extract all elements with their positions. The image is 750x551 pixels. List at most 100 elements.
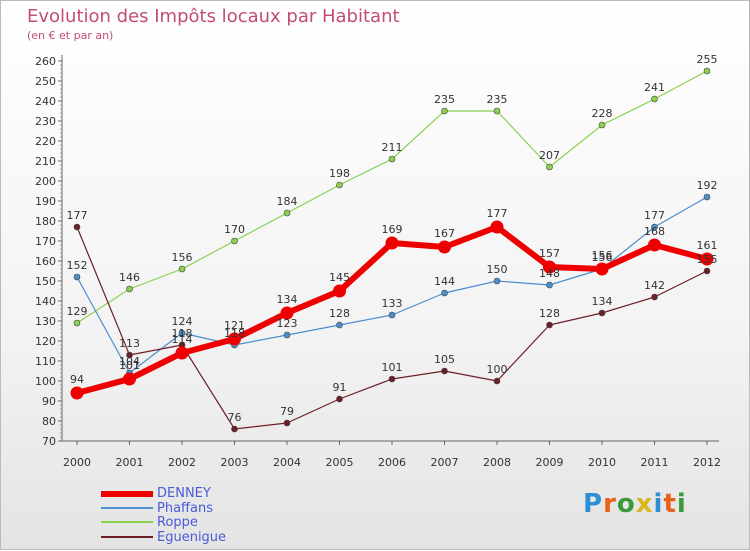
data-point-eguenigue [388,375,396,383]
x-tick-label: 2011 [641,456,669,469]
data-label-roppe: 255 [697,53,718,66]
data-label-denney: 169 [382,223,403,236]
y-tick-label: 160 [35,255,56,268]
data-label-roppe: 235 [487,93,508,106]
data-label-eguenigue: 155 [697,253,718,266]
data-label-eguenigue: 79 [280,405,294,418]
data-point-eguenigue [231,425,238,433]
legend-item-denney[interactable]: DENNEY [101,486,301,501]
y-tick-label: 100 [35,375,56,388]
data-point-eguenigue [73,223,81,231]
y-tick-label: 140 [35,295,56,308]
series-layer [70,67,714,433]
data-label-roppe: 211 [382,141,403,154]
data-point-roppe [651,95,658,103]
data-label-denney: 167 [434,227,455,240]
data-label-denney: 177 [487,207,508,220]
data-label-denney: 94 [70,373,84,386]
data-label-eguenigue: 128 [539,307,560,320]
legend-swatch [101,491,153,497]
data-label-denney: 121 [224,319,245,332]
logo-letter: P [583,489,604,519]
y-tick-label: 260 [35,55,56,68]
data-label-denney: 101 [119,359,140,372]
data-label-roppe: 198 [329,167,350,180]
x-tick-label: 2012 [693,456,721,469]
data-label-eguenigue: 101 [382,361,403,374]
logo-letter: i [653,489,664,519]
legend-item-phaffans[interactable]: Phaffans [101,501,301,516]
logo-letter: t [663,489,677,519]
data-point-denney [70,386,84,400]
data-label-phaffans: 156 [592,251,613,264]
data-point-eguenigue [126,351,133,359]
y-tick-label: 120 [35,335,56,348]
y-tick-label: 240 [35,95,56,108]
x-tick-label: 2000 [63,456,91,469]
data-label-eguenigue: 177 [67,209,88,222]
data-point-roppe [126,285,133,293]
x-tick-label: 2003 [221,456,249,469]
y-tick-label: 80 [42,415,56,428]
x-tick-label: 2007 [431,456,459,469]
data-point-eguenigue [283,419,291,427]
data-label-eguenigue: 134 [592,295,613,308]
y-tick-label: 250 [35,75,56,88]
data-label-roppe: 156 [172,251,193,264]
data-label-phaffans: 148 [539,267,560,280]
data-label-roppe: 207 [539,149,560,162]
data-label-phaffans: 144 [434,275,455,288]
data-point-phaffans [336,321,343,329]
data-point-roppe [598,121,606,129]
data-label-roppe: 235 [434,93,455,106]
data-label-phaffans: 104 [119,355,140,368]
data-point-eguenigue [441,367,448,375]
data-point-denney [543,260,556,274]
y-tick-label: 110 [35,355,56,368]
data-label-roppe: 228 [592,107,613,120]
y-tick-label: 200 [35,175,56,188]
data-point-roppe [703,67,711,75]
data-label-phaffans: 152 [67,259,88,272]
data-label-roppe: 184 [277,195,298,208]
data-point-phaffans [73,273,81,281]
data-point-roppe [336,181,343,189]
data-label-roppe: 241 [644,81,665,94]
data-point-phaffans [388,311,396,319]
legend-item-roppe[interactable]: Roppe [101,515,301,530]
y-tick-label: 210 [35,155,56,168]
data-point-phaffans [178,329,186,337]
y-tick-label: 180 [35,215,56,228]
legend-item-eguenigue[interactable]: Eguenigue [101,530,301,545]
data-label-eguenigue: 100 [487,363,508,376]
data-point-denney [228,332,241,346]
data-point-denney [438,240,451,254]
data-label-denney: 114 [172,333,193,346]
proxiti-logo: Proxiti [583,489,687,519]
y-tick-label: 190 [35,195,56,208]
data-point-denney [385,236,399,250]
y-tick-label: 150 [35,275,56,288]
data-label-phaffans: 150 [487,263,508,276]
legend-label: DENNEY [157,486,211,501]
data-label-eguenigue: 76 [228,411,242,424]
legend-label: Phaffans [157,501,213,516]
data-point-denney [333,284,346,298]
data-label-phaffans: 124 [172,315,193,328]
data-point-roppe [493,107,501,115]
data-point-phaffans [441,289,448,297]
x-tick-label: 2010 [588,456,616,469]
y-tick-label: 90 [42,395,56,408]
data-label-phaffans: 177 [644,209,665,222]
legend-swatch [101,507,153,509]
data-label-eguenigue: 91 [333,381,347,394]
data-point-roppe [546,163,553,171]
data-label-denney: 134 [277,293,298,306]
logo-letter: r [603,489,617,519]
data-point-roppe [231,237,238,245]
data-label-phaffans: 133 [382,297,403,310]
data-point-roppe [73,319,81,327]
data-point-denney [648,238,661,252]
